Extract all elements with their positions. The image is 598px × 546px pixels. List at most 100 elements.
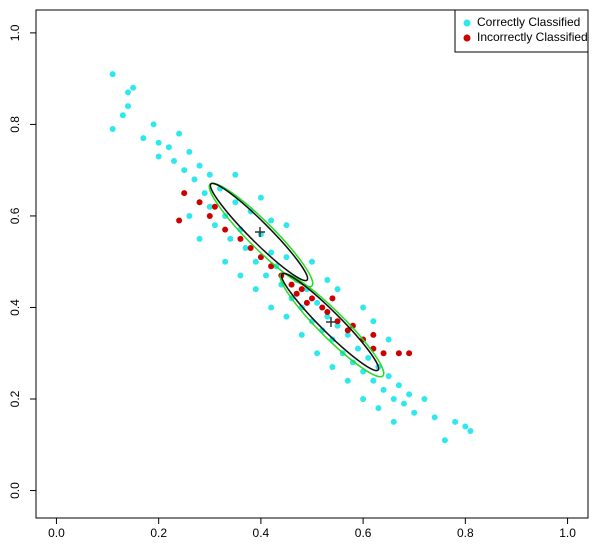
legend-label: Correctly Classified <box>477 15 580 29</box>
y-tick-label: 0.2 <box>8 390 22 407</box>
point <box>237 272 244 279</box>
point <box>309 258 315 265</box>
point <box>186 148 193 155</box>
y-tick-label: 1.0 <box>8 24 22 41</box>
point <box>257 194 264 201</box>
legend-label: Incorrectly Classified <box>477 30 588 44</box>
point <box>303 299 310 306</box>
point <box>247 244 254 251</box>
point <box>206 212 213 219</box>
point <box>375 405 382 412</box>
point <box>385 373 392 380</box>
x-tick-label: 0.8 <box>457 526 474 540</box>
point <box>211 222 218 229</box>
point <box>360 396 367 403</box>
point <box>206 203 213 210</box>
point <box>232 199 239 206</box>
point <box>155 139 162 146</box>
point <box>130 84 137 91</box>
point <box>314 299 321 306</box>
x-tick-label: 1.0 <box>559 526 576 540</box>
y-tick-label: 0.4 <box>8 299 22 316</box>
point <box>181 167 188 174</box>
point <box>268 217 275 224</box>
point <box>467 428 474 435</box>
ellipse <box>280 272 380 372</box>
center-marker <box>255 227 336 327</box>
point <box>329 336 336 343</box>
point <box>452 418 459 425</box>
point <box>176 217 183 224</box>
point <box>380 386 387 393</box>
point <box>360 304 367 311</box>
point <box>125 89 131 96</box>
point <box>431 414 438 421</box>
point <box>395 382 402 389</box>
point <box>201 190 208 197</box>
ellipse <box>209 182 309 282</box>
x-tick-label: 0.0 <box>48 526 65 540</box>
point <box>196 199 203 206</box>
point <box>211 203 218 210</box>
point <box>109 71 116 78</box>
point <box>252 286 259 293</box>
point <box>140 135 147 142</box>
point <box>370 318 377 325</box>
point <box>309 295 315 302</box>
point <box>314 350 321 357</box>
point <box>406 391 413 398</box>
point <box>268 249 275 256</box>
point <box>237 235 244 242</box>
point <box>298 331 305 338</box>
legend-marker <box>463 19 471 27</box>
point <box>344 327 351 334</box>
point <box>329 295 336 302</box>
point <box>242 244 249 251</box>
point <box>401 400 407 407</box>
point <box>186 212 193 219</box>
legend-box <box>454 9 589 53</box>
x-tick-label: 0.2 <box>150 526 167 540</box>
point <box>176 130 183 137</box>
point <box>370 331 377 338</box>
point <box>283 222 290 229</box>
point <box>155 153 162 160</box>
point <box>324 309 331 316</box>
point <box>355 345 361 352</box>
point <box>191 176 198 183</box>
point <box>222 226 229 233</box>
point <box>298 286 305 293</box>
point <box>380 350 387 357</box>
point <box>334 286 341 293</box>
point <box>283 313 290 320</box>
y-tick-label: 0.6 <box>8 207 22 224</box>
point <box>293 290 300 297</box>
legend-marker <box>463 34 471 42</box>
point <box>222 258 229 265</box>
points <box>109 71 474 444</box>
point <box>181 190 188 197</box>
y-tick-label: 0.8 <box>8 116 22 133</box>
point <box>125 103 131 110</box>
point <box>283 254 290 261</box>
point <box>268 304 275 311</box>
point <box>370 377 377 384</box>
x-tick-label: 0.4 <box>253 526 270 540</box>
point <box>227 235 234 242</box>
point <box>385 336 392 343</box>
point <box>421 396 428 403</box>
point <box>252 258 259 265</box>
point <box>411 409 418 416</box>
point <box>390 396 397 403</box>
point <box>390 418 397 425</box>
point <box>319 304 326 311</box>
point <box>365 354 372 361</box>
point <box>196 162 203 169</box>
point <box>344 377 351 384</box>
point <box>268 263 275 270</box>
point <box>206 171 213 178</box>
point <box>441 437 448 444</box>
point <box>119 112 126 119</box>
y-tick-label: 0.0 <box>8 482 22 499</box>
